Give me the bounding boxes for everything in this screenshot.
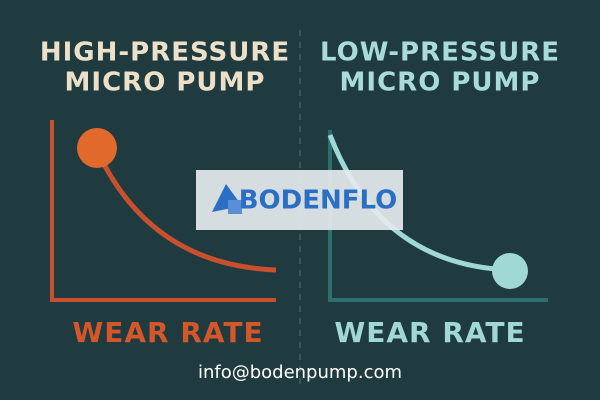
left-title: MICRO PUMP [65,68,266,98]
right-title: LOW-PRESSURE [320,38,560,68]
left-graph [50,120,277,302]
marker [492,253,528,289]
axes [50,120,276,302]
right-label: WEAR RATE [334,316,525,349]
marker [77,128,117,168]
right-title: MICRO PUMP [340,68,541,98]
left-title: HIGH-PRESSURE [40,38,290,68]
logo-icon [228,200,242,214]
left-label: WEAR RATE [72,316,263,349]
curve [94,148,277,273]
curve [327,134,511,273]
logo: BODENFLO [196,170,403,230]
contact-email: info@bodenpump.com [198,362,402,383]
logo-text: BODENFLO [239,186,398,216]
